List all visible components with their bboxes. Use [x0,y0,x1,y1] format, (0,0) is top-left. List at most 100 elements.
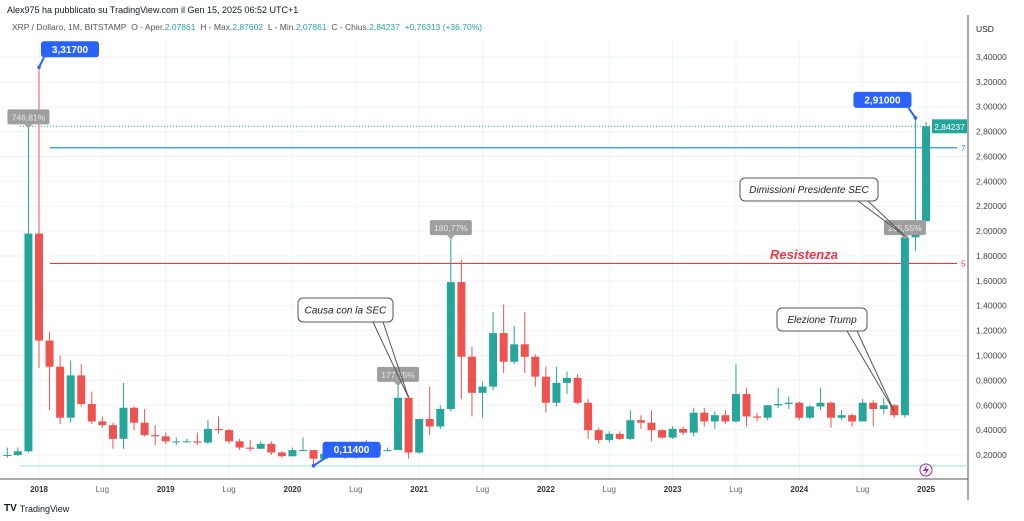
candle-body [795,402,804,418]
candle-body [742,394,751,417]
callout-pointer [372,321,410,399]
close-value: 2,84237 [369,22,400,32]
candle-body [520,344,529,357]
candle-body [784,402,793,405]
candle-body [77,375,86,405]
y-tick-label: 2,00000 [976,226,1007,236]
x-tick-label: 2024 [790,485,808,494]
candle-body [66,375,75,418]
candle-body [710,415,719,422]
candle-body [900,237,909,416]
candle-body [467,356,476,393]
candle-body [689,412,698,433]
callout-box [776,307,868,332]
tradingview-logo[interactable]: TV TradingView [4,503,69,514]
candle-body [151,435,160,437]
price-label-pointer [907,107,917,119]
change-value: +0,76313 (+36,70%) [404,22,483,32]
symbol: XRP / Dollaro, 1M, BITSTAMP [12,22,127,32]
y-tick-label: 2,20000 [976,201,1007,211]
candle-body [668,428,677,438]
x-tick-label: 2023 [664,485,682,494]
candle-body [87,404,96,422]
candle-body [584,402,593,431]
candle-body [890,405,899,416]
price-label-pointer [38,56,45,68]
candle-body [425,418,434,427]
candle-body [24,233,33,452]
candle-body [774,404,783,406]
candle-body [510,344,519,362]
candle-body [130,407,139,423]
candle-body [225,430,234,442]
line-tag: 7 [961,144,966,153]
x-tick-label: 2018 [30,485,48,494]
callout-pointer [857,200,906,237]
brand-text: TradingView [19,503,70,514]
candle-body [573,377,582,403]
candle-body [848,415,857,422]
callout-box [297,297,394,323]
candle-body [193,441,202,443]
pct-label-box [7,109,50,125]
x-tick-label: Lug [476,485,489,494]
candle-body [837,415,846,418]
pct-label-pointer [900,235,909,240]
price-label: 2,91000 [864,95,901,106]
published-by: Alex975 ha pubblicato su TradingView.com… [7,5,299,15]
candle-body [35,233,43,341]
high-value: 2,87602 [232,22,264,32]
candle-body [45,340,54,367]
candle-body [13,451,22,456]
pct-label-pointer [24,124,33,129]
candle-body [267,443,276,453]
y-tick-label: 0,60000 [976,400,1007,410]
candle-body [805,406,814,418]
y-tick-label: 0,80000 [976,375,1007,385]
line-tag: 5 [961,259,966,268]
callout-text: Dimissioni Presidente SEC [749,185,869,196]
last-price-text: 2,84237 [934,122,965,132]
candle-body [140,422,149,436]
y-tick-label: 1,80000 [976,251,1007,261]
candle-body [531,356,540,377]
x-tick-label: Lug [96,485,109,494]
close-label: C - Chius. [331,22,370,32]
candle-body [235,441,244,448]
candle-body [415,418,424,453]
candle-body [172,441,181,443]
x-tick-label: Lug [603,485,616,494]
candle-body [753,416,762,418]
lightning-icon-glyph [923,465,929,475]
y-tick-label: 1,00000 [976,351,1007,361]
x-tick-label: 2019 [157,485,175,494]
y-tick-label: 2,40000 [976,176,1007,186]
callout-text: Elezione Trump [787,315,857,326]
price-point [311,463,316,468]
y-tick-label: 3,00000 [976,102,1007,112]
x-tick-label: Lug [729,485,742,494]
callout-box [739,177,879,202]
candle-body [214,428,223,431]
y-tick-label: 0,20000 [976,450,1007,460]
x-tick-label: Lug [222,485,235,494]
candle-body [56,366,65,418]
x-tick-label: Lug [349,485,362,494]
y-tick-label: 0,40000 [976,425,1007,435]
price-label-box [322,441,381,458]
candle-body [203,428,212,443]
candle-body [922,126,931,222]
pct-label-pointer [446,235,455,240]
candle-body [446,282,455,409]
candle-body [679,428,688,433]
y-tick-label: 3,20000 [976,77,1007,87]
x-tick-label: 2021 [410,485,428,494]
currency-label: USD [976,24,994,34]
candle-body [594,430,603,441]
pct-label: 746,81% [12,112,46,122]
candle-body [552,382,561,403]
pct-label-pointer [394,381,403,386]
pct-label: 180,77% [434,223,468,233]
candle-body [98,421,107,426]
